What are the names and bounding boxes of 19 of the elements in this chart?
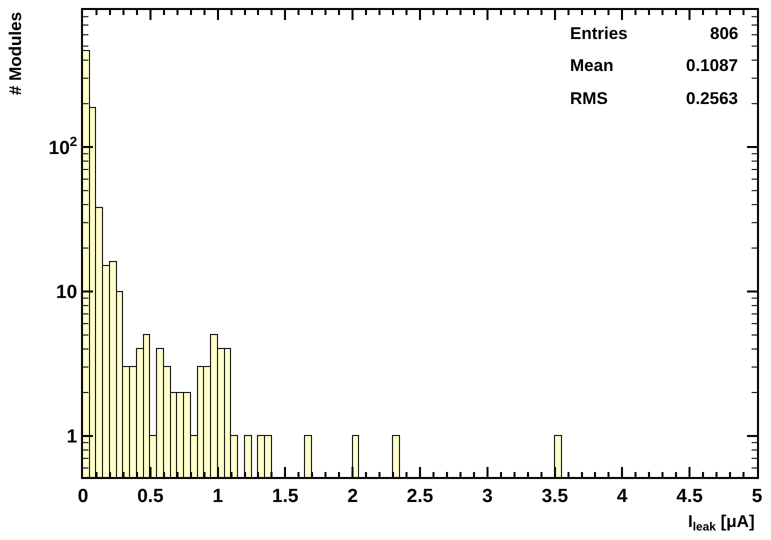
x-tick-label: 2.5 — [406, 486, 434, 507]
x-tick-label: 1 — [212, 486, 224, 507]
y-tick-label: 1 — [66, 426, 78, 448]
y-axis-title: # Modules — [6, 12, 26, 96]
x-axis-title: I$_{leak}$ [μA] — [688, 512, 755, 534]
x-tick-label: 3 — [482, 486, 493, 507]
text: RMS 0.2563 — [570, 89, 738, 108]
y-tick-label: 10 — [56, 282, 78, 304]
x-tick-label: 0.5 — [137, 486, 164, 507]
x-tick-label: 2 — [347, 486, 358, 507]
text: Entries 806 — [570, 24, 738, 43]
x-tick-label: 4 — [616, 486, 628, 507]
x-tick-label: 0 — [78, 486, 88, 507]
x-tick-label: 4.5 — [676, 486, 704, 507]
x-tick-label: 1.5 — [272, 486, 299, 507]
y-tick-label: 10$^{2}$ — [48, 134, 78, 159]
x-tick-label: 3.5 — [542, 486, 568, 507]
text: Mean 0.1087 — [570, 56, 738, 75]
x-tick-label: 5 — [752, 486, 763, 507]
